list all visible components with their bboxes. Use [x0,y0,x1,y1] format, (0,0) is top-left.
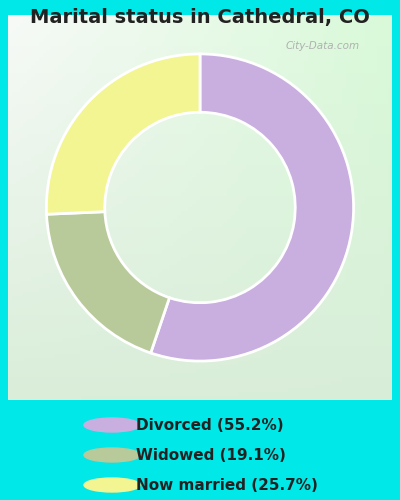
Wedge shape [151,54,354,361]
Text: Now married (25.7%): Now married (25.7%) [136,478,318,492]
Text: Widowed (19.1%): Widowed (19.1%) [136,448,286,462]
Text: Divorced (55.2%): Divorced (55.2%) [136,418,284,432]
Circle shape [84,448,140,462]
Text: City-Data.com: City-Data.com [286,41,360,51]
Wedge shape [46,54,200,214]
Text: Marital status in Cathedral, CO: Marital status in Cathedral, CO [30,8,370,27]
Circle shape [84,418,140,432]
Circle shape [84,478,140,492]
Wedge shape [46,212,170,353]
